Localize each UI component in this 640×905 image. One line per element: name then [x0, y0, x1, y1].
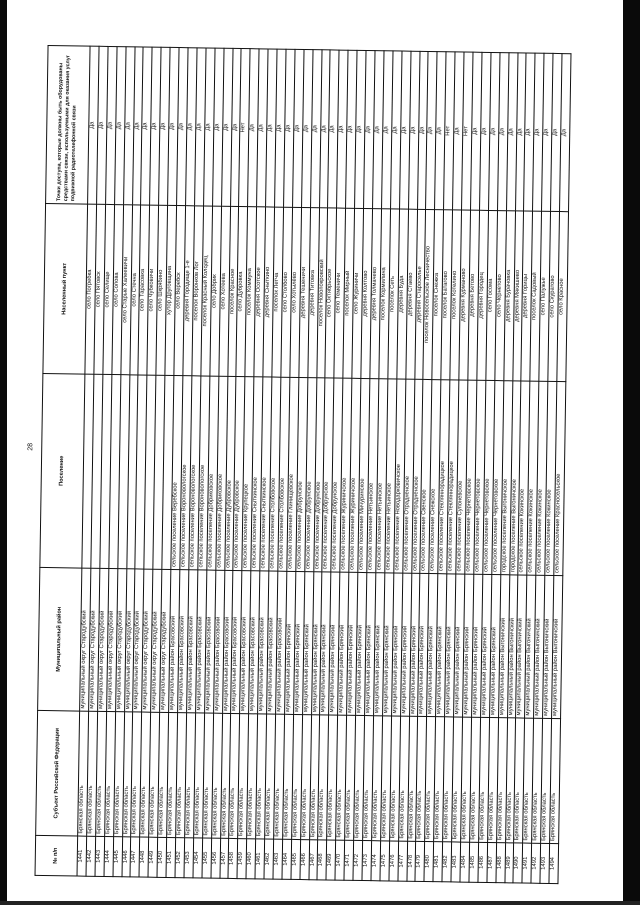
rotated-page: 28 № п/п Субъект Российской Федерации Му…	[27, 45, 571, 884]
subject-cell: Брянская область	[549, 718, 561, 844]
header-locality: Населенный пункт	[42, 203, 88, 375]
header-access-points: Точки доступа, которые должны быть обору…	[45, 45, 91, 205]
settlement-cell: сельское поселение Красносельское	[553, 381, 566, 576]
page-number: 28	[27, 442, 35, 451]
header-district: Муниципальный район	[37, 567, 82, 712]
scan-edge-bottom	[0, 901, 640, 905]
scan-edge-left	[0, 0, 7, 905]
header-settlement: Поселение	[39, 373, 85, 569]
scan-edge-right	[623, 0, 640, 905]
localities-table: № п/п Субъект Российской Федерации Муниц…	[35, 45, 572, 884]
district-cell: муниципальный район Выгоничский	[551, 575, 563, 719]
header-subject: Субъект Российской Федерации	[35, 710, 80, 837]
row-number: 1494	[548, 843, 559, 884]
header-num: № п/п	[35, 835, 78, 877]
locality-cell: село Красное	[556, 211, 569, 382]
access-answer-cell: Да	[559, 53, 571, 212]
table-body: 1441 Брянская область муниципальный округ …	[77, 46, 571, 884]
